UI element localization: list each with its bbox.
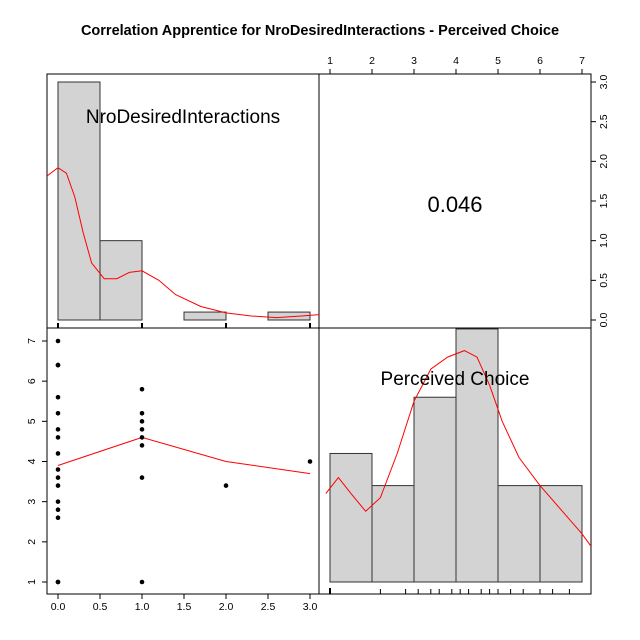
left-axis-tick-label: 7 (26, 338, 38, 344)
scatter-point (139, 419, 145, 424)
scatter-point (55, 362, 61, 368)
hist-choice-bar (539, 485, 583, 583)
scatter-point (55, 507, 61, 512)
right-axis-tick-label: 1.5 (598, 194, 610, 209)
scatter-point (55, 394, 61, 400)
left-axis-tick-label: 4 (26, 458, 38, 464)
scatter-point (55, 579, 61, 585)
scatter-point (55, 411, 61, 416)
bottom-axis-tick-label: 1.5 (177, 601, 192, 613)
top-axis-tick-label: 2 (369, 55, 375, 67)
bottom-axis-tick-label: 3.0 (303, 601, 318, 613)
hist-choice-group (325, 328, 591, 594)
scatter-point (55, 451, 61, 456)
top-axis-tick-label: 5 (495, 55, 501, 67)
right-axis-tick-label: 3.0 (598, 75, 610, 90)
hist-nro-bar (99, 240, 143, 321)
bottom-axis-tick-label: 0.5 (93, 601, 108, 613)
var-label-nro: NroDesiredInteractions (86, 107, 280, 128)
hist-nro-group (47, 81, 319, 328)
right-axis-tick-label: 0.0 (598, 313, 610, 328)
scatter-point (139, 411, 145, 416)
top-axis-tick-label: 3 (411, 55, 417, 67)
left-axis-tick-label: 6 (26, 378, 38, 384)
left-axis-tick-label: 2 (26, 539, 38, 545)
bottom-axis-tick-label: 1.0 (135, 601, 150, 613)
left-axis-tick-label: 3 (26, 499, 38, 505)
correlation-value: 0.046 (427, 192, 482, 217)
top-axis-tick-label: 7 (579, 55, 585, 67)
scatter-point (55, 515, 61, 521)
scatter-point (55, 475, 61, 480)
scatter-point (55, 427, 61, 432)
panel-scatter (46, 327, 320, 595)
top-axis-tick-label: 1 (327, 55, 333, 67)
scatter-group (55, 338, 313, 585)
scatter-point (55, 483, 61, 488)
right-axis-tick-label: 2.5 (598, 114, 610, 129)
scatter-point (139, 427, 145, 432)
panel-hist-choice (318, 327, 592, 595)
hist-nro-bar (183, 311, 227, 321)
scatter-point (55, 499, 61, 504)
left-axis-tick-label: 1 (26, 579, 38, 585)
hist-nro-bar (57, 81, 101, 321)
chart-title: Correlation Apprentice for NroDesiredInt… (81, 23, 559, 39)
bottom-axis-tick-label: 0.0 (51, 601, 66, 613)
top-axis-tick-label: 4 (453, 55, 459, 67)
hist-nro-bar (267, 311, 311, 321)
scatter-point (139, 386, 145, 392)
hist-choice-bar (329, 452, 373, 583)
hist-choice-bar (455, 328, 499, 583)
scatter-point (55, 467, 61, 472)
scatter-point (139, 435, 145, 440)
top-axis-tick-label: 6 (537, 55, 543, 67)
scatter-point (307, 459, 313, 464)
scatter-point (139, 443, 145, 448)
scatter-point (223, 483, 229, 488)
right-axis-tick-label: 1.0 (598, 233, 610, 248)
right-axis-tick-label: 0.5 (598, 273, 610, 288)
hist-choice-bar (413, 396, 457, 583)
hist-choice-density-line (325, 350, 591, 548)
hist-nro-density-line (47, 167, 319, 319)
axes-group: 1 2 3 4 5 6 7 0.0 0.5 1.0 1.5 2.0 2.5 3.0 1 2 3 4 5 6 7 0.0 0.… (26, 55, 610, 613)
hist-choice-bar (497, 485, 541, 583)
scatter-smooth-line (57, 436, 311, 475)
right-axis-tick-label: 2.0 (598, 154, 610, 169)
bottom-axis-tick-label: 2.5 (261, 601, 276, 613)
left-axis-tick-label: 5 (26, 418, 38, 424)
scatter-point (139, 579, 145, 585)
scatter-point (139, 475, 145, 480)
bottom-axis-tick-label: 2.0 (219, 601, 234, 613)
var-label-choice: Perceived Choice (381, 369, 530, 390)
scatter-point (55, 338, 61, 344)
scatter-point (55, 435, 61, 440)
